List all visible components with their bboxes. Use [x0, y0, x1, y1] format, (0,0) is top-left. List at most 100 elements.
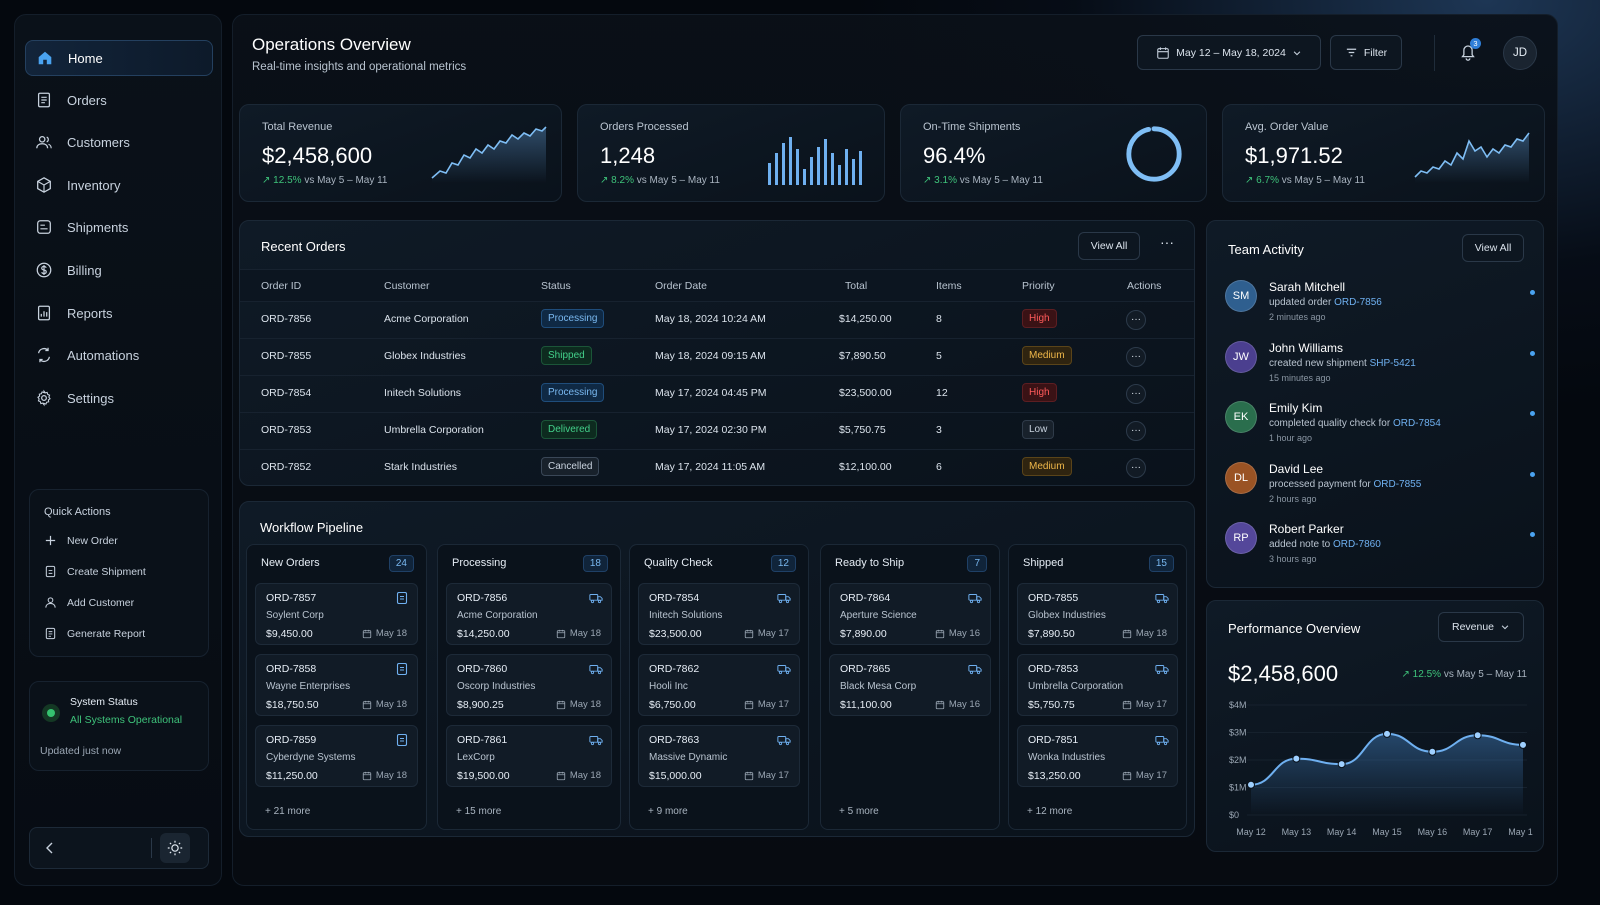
activity-item[interactable]: SM Sarah Mitchell updated order ORD-7856… — [1225, 280, 1535, 332]
activity-reference-link[interactable]: ORD-7854 — [1392, 418, 1441, 429]
pipeline-more-link[interactable]: + 21 more — [265, 806, 311, 817]
pipeline-card[interactable]: ORD-7861 LexCorp $19,500.00 May 18 — [446, 725, 612, 787]
activity-item[interactable]: RP Robert Parker added note to ORD-7860 … — [1225, 522, 1535, 574]
priority-badge: Medium — [1022, 346, 1072, 365]
user-initials: JD — [1512, 47, 1528, 59]
row-actions-button[interactable]: ··· — [1126, 458, 1146, 478]
pipeline-card-id: ORD-7861 — [457, 734, 508, 746]
date-range-picker[interactable]: May 12 – May 18, 2024 — [1137, 35, 1321, 70]
data-point[interactable] — [1383, 729, 1391, 738]
pipeline-card[interactable]: ORD-7863 Massive Dynamic $15,000.00 May … — [638, 725, 800, 787]
data-point[interactable] — [1428, 747, 1437, 756]
calendar-icon — [744, 700, 754, 709]
table-row[interactable]: ORD-7854 Initech Solutions Processing Ma… — [240, 375, 1194, 412]
performance-line-chart: $4M $3M $2M $1M $0 May 12 May 13 May 14 May 15 Ma… — [1229, 700, 1533, 837]
activity-reference-link[interactable]: ORD-7855 — [1373, 478, 1422, 490]
pipeline-card-id: ORD-7860 — [457, 663, 508, 675]
theme-toggle-button[interactable] — [160, 833, 190, 863]
pipeline-card[interactable]: ORD-7857 Soylent Corp $9,450.00 May 18 — [255, 583, 418, 645]
sidebar-item-reports[interactable]: Reports — [25, 295, 213, 331]
activity-description: created new shipment SHP-5421 — [1269, 358, 1416, 369]
pipeline-card[interactable]: ORD-7859 Cyberdyne Systems $11,250.00 Ma… — [255, 725, 418, 787]
y-tick-label: $1M — [1229, 783, 1247, 793]
metric-select[interactable]: Revenue — [1438, 612, 1524, 642]
pipeline-card-amount: $15,000.00 — [649, 770, 702, 782]
pipeline-more-link[interactable]: + 15 more — [456, 806, 502, 817]
row-actions-button[interactable]: ··· — [1126, 421, 1146, 441]
pipeline-more-link[interactable]: + 12 more — [1027, 806, 1073, 817]
activity-reference-link[interactable]: SHP-5421 — [1369, 357, 1416, 369]
row-actions-button[interactable]: ··· — [1126, 384, 1146, 404]
user-icon — [45, 597, 56, 608]
data-point[interactable] — [1473, 731, 1482, 740]
col-header-items: Items — [936, 280, 962, 292]
recent-orders-more-button[interactable]: ··· — [1160, 234, 1174, 250]
pipeline-card[interactable]: ORD-7862 Hooli Inc $6,750.00 May 17 — [638, 654, 800, 716]
quick-action-create-shipment[interactable]: Create Shipment — [44, 565, 146, 578]
y-tick-label: $0 — [1229, 810, 1239, 820]
pipeline-card-amount: $13,250.00 — [1028, 770, 1081, 782]
order-customer: Globex Industries — [384, 350, 466, 362]
sidebar-item-orders[interactable]: Orders — [25, 82, 213, 118]
data-point[interactable] — [1292, 754, 1301, 763]
quick-action-generate-report[interactable]: Generate Report — [44, 627, 145, 640]
pipeline-more-link[interactable]: + 9 more — [648, 806, 688, 817]
table-row[interactable]: ORD-7853 Umbrella Corporation Delivered … — [240, 412, 1194, 449]
pipeline-card-id: ORD-7858 — [266, 663, 317, 675]
filter-button[interactable]: Filter — [1330, 35, 1402, 70]
activity-reference-link[interactable]: ORD-7856 — [1334, 297, 1382, 308]
activity-item[interactable]: JW John Williams created new shipment SH… — [1225, 340, 1535, 393]
table-row[interactable]: ORD-7856 Acme Corporation Processing May… — [240, 301, 1194, 338]
pipeline-card[interactable]: ORD-7856 Acme Corporation $14,250.00 May… — [446, 583, 612, 645]
data-point[interactable] — [1519, 740, 1527, 749]
team-activity-view-all-button[interactable]: View All — [1462, 234, 1524, 262]
truck-icon — [777, 665, 791, 675]
data-point[interactable] — [1337, 760, 1346, 769]
pipeline-card-id: ORD-7862 — [649, 663, 700, 675]
quick-action-new-order[interactable]: New Order — [44, 534, 118, 547]
workflow-pipeline-card: Workflow Pipeline New Orders 24 ORD-7857… — [239, 501, 1195, 837]
sidebar-item-home[interactable]: Home — [25, 40, 213, 76]
plus-icon — [45, 535, 56, 546]
recent-orders-card: Recent Orders View All ··· Order ID Cust… — [239, 220, 1195, 486]
pipeline-card[interactable]: ORD-7860 Oscorp Industries $8,900.25 May… — [446, 654, 612, 716]
pipeline-card[interactable]: ORD-7853 Umbrella Corporation $5,750.75 … — [1017, 654, 1178, 716]
pipeline-more-link[interactable]: + 5 more — [839, 806, 879, 817]
chevron-left-icon — [46, 842, 53, 854]
kpi-value: 1,248 — [600, 143, 656, 168]
priority-badge: High — [1022, 383, 1057, 402]
recent-orders-view-all-button[interactable]: View All — [1078, 232, 1140, 260]
activity-user-name: Robert Parker — [1269, 522, 1344, 536]
avatar[interactable]: JD — [1503, 36, 1537, 70]
pipeline-card[interactable]: ORD-7865 Black Mesa Corp $11,100.00 May … — [829, 654, 991, 716]
row-actions-button[interactable]: ··· — [1126, 347, 1146, 367]
pipeline-card[interactable]: ORD-7854 Initech Solutions $23,500.00 Ma… — [638, 583, 800, 645]
activity-reference-link[interactable]: ORD-7860 — [1332, 539, 1381, 550]
sidebar-item-inventory[interactable]: Inventory — [25, 167, 213, 203]
table-row[interactable]: ORD-7855 Globex Industries Shipped May 1… — [240, 338, 1194, 375]
sidebar-item-billing[interactable]: Billing — [25, 252, 213, 288]
sidebar-item-settings[interactable]: Settings — [25, 380, 213, 416]
collapse-sidebar-button[interactable] — [40, 838, 60, 858]
pipeline-card-date: May 17 — [744, 770, 789, 781]
activity-item[interactable]: EK Emily Kim completed quality check for… — [1225, 401, 1535, 453]
row-actions-button[interactable]: ··· — [1126, 310, 1146, 330]
pipeline-card[interactable]: ORD-7864 Aperture Science $7,890.00 May … — [829, 583, 991, 645]
notifications-button[interactable]: 3 — [1457, 38, 1481, 65]
pipeline-card[interactable]: ORD-7858 Wayne Enterprises $18,750.50 Ma… — [255, 654, 418, 716]
calendar-icon — [935, 629, 945, 638]
pipeline-card[interactable]: ORD-7855 Globex Industries $7,890.50 May… — [1017, 583, 1178, 645]
activity-item[interactable]: DL David Lee processed payment for ORD-7… — [1225, 461, 1535, 514]
data-point[interactable] — [1247, 780, 1255, 789]
pipeline-card[interactable]: ORD-7851 Wonka Industries $13,250.00 May… — [1017, 725, 1178, 787]
performance-compare: vs May 5 – May 11 — [1443, 669, 1527, 680]
box-icon — [37, 177, 51, 193]
sidebar-item-shipments[interactable]: Shipments — [25, 209, 213, 245]
sidebar-item-customers[interactable]: Customers — [25, 124, 213, 160]
truck-icon — [968, 665, 982, 675]
quick-action-add-customer[interactable]: Add Customer — [44, 596, 134, 609]
table-row[interactable]: ORD-7852 Stark Industries Cancelled May … — [240, 449, 1194, 486]
divider — [151, 838, 152, 858]
pipeline-card-company: Soylent Corp — [266, 610, 324, 621]
sidebar-item-automations[interactable]: Automations — [25, 337, 213, 373]
